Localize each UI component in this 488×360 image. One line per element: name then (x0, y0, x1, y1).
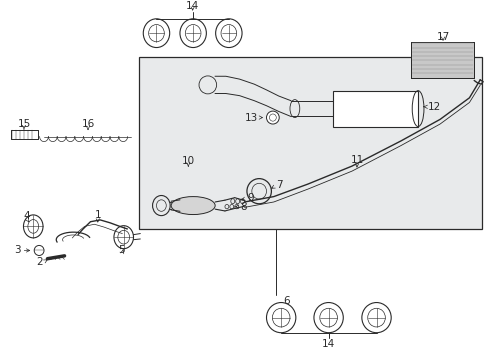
Text: 7: 7 (276, 180, 283, 190)
Text: 1: 1 (94, 210, 101, 220)
Bar (410, 42, 473, 78)
Text: 16: 16 (81, 119, 95, 129)
Text: 12: 12 (427, 102, 440, 112)
Ellipse shape (266, 302, 295, 333)
Text: 4: 4 (23, 211, 30, 221)
Text: 5: 5 (118, 246, 124, 256)
Ellipse shape (114, 226, 133, 249)
Ellipse shape (23, 215, 43, 238)
Text: 8: 8 (240, 202, 247, 212)
Ellipse shape (171, 197, 215, 215)
Ellipse shape (313, 302, 343, 333)
Ellipse shape (361, 302, 390, 333)
Text: 17: 17 (435, 32, 449, 42)
Ellipse shape (180, 19, 206, 48)
Text: 14: 14 (185, 1, 199, 11)
Text: 10: 10 (182, 156, 194, 166)
Ellipse shape (266, 111, 279, 124)
Ellipse shape (215, 19, 242, 48)
Text: 13: 13 (244, 113, 257, 122)
Bar (11, 130, 38, 139)
Text: 6: 6 (283, 296, 290, 306)
Bar (332, 91, 417, 127)
Bar (410, 42, 473, 78)
Text: 15: 15 (17, 119, 31, 129)
Text: 11: 11 (349, 155, 363, 165)
Text: 2: 2 (36, 257, 43, 267)
Bar (139, 57, 481, 229)
Text: 3: 3 (14, 246, 20, 256)
Bar (11, 130, 38, 139)
Text: 14: 14 (321, 339, 335, 349)
Text: 9: 9 (246, 193, 253, 203)
Ellipse shape (143, 19, 169, 48)
